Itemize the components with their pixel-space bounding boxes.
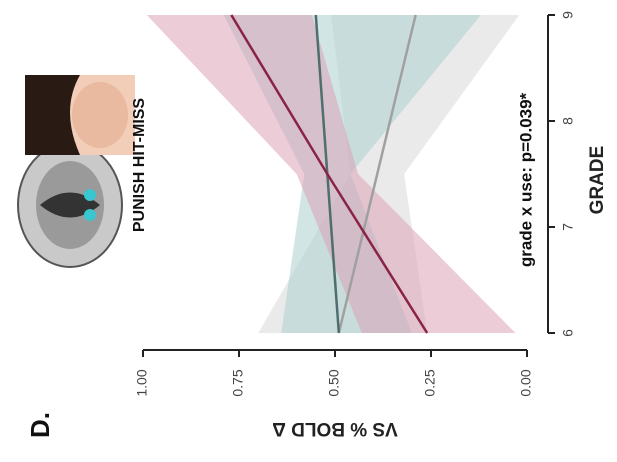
annotation: grade x use: p=0.039* — [516, 92, 535, 267]
x-tick-label: 7 — [560, 223, 576, 231]
y-tick-label: 0.00 — [518, 369, 534, 396]
x-axis-title: GRADE — [587, 146, 608, 215]
y-tick-label: 1.00 — [134, 369, 150, 396]
y-tick-label: 0.25 — [422, 369, 438, 396]
x-tick-label: 9 — [560, 11, 576, 19]
y-axis-title: VS % BOLD Δ — [272, 418, 398, 439]
chart: 0.00 0.25 0.50 0.75 1.00 6 7 8 9 GRADE VS % BOLD Δ… — [0, 0, 617, 457]
subtitle: PUNISH HIT-MISS — [131, 98, 148, 233]
face-photo — [25, 75, 135, 155]
x-tick-label: 8 — [560, 117, 576, 125]
y-tick-label: 0.50 — [326, 369, 342, 396]
y-tick-label: 0.75 — [230, 369, 246, 396]
brain-icon — [18, 143, 122, 267]
panel-label: D. — [25, 412, 55, 438]
x-tick-label: 6 — [560, 329, 576, 337]
